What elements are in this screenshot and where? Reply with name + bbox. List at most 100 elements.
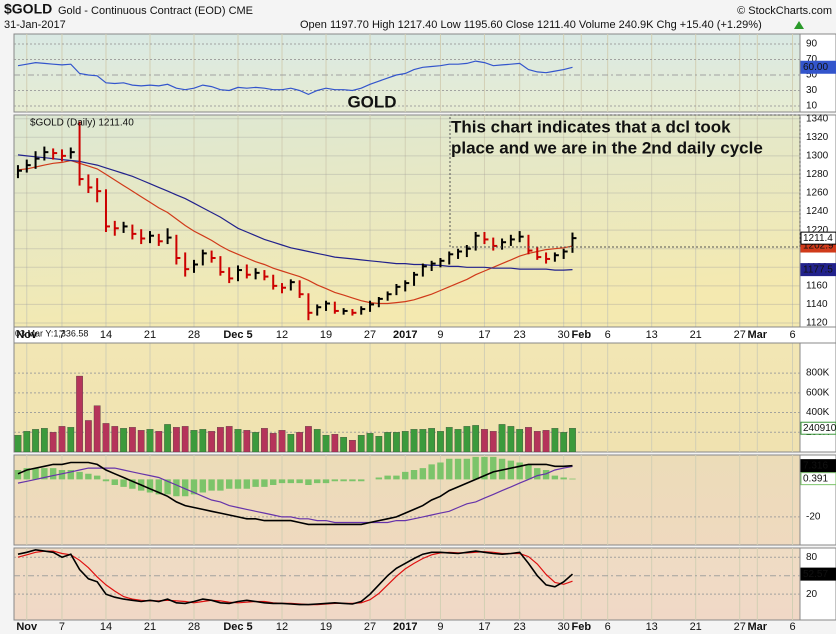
histogram-bar bbox=[349, 479, 356, 482]
y-tick-label: 1300 bbox=[806, 150, 829, 161]
annotation: place and we are in the 2nd daily cycle bbox=[451, 138, 763, 157]
volume-bar bbox=[437, 431, 444, 452]
x-tick-label: 21 bbox=[690, 621, 702, 633]
x-tick-label: 17 bbox=[478, 621, 490, 633]
volume-bar bbox=[32, 429, 39, 452]
x-tick-label: 9 bbox=[437, 621, 443, 633]
volume-bar bbox=[331, 434, 339, 452]
volume-bar bbox=[14, 435, 22, 452]
volume-bar bbox=[287, 434, 295, 452]
histogram-bar bbox=[243, 479, 251, 489]
histogram-bar bbox=[93, 475, 101, 480]
x-tick-label: 6 bbox=[789, 621, 795, 633]
plot-area bbox=[14, 34, 800, 112]
source: © StockCharts.com bbox=[737, 5, 832, 17]
volume-bar bbox=[208, 431, 215, 452]
value-tag bbox=[800, 567, 836, 581]
y-tick-label: 600K bbox=[806, 387, 830, 398]
value-tag bbox=[800, 421, 836, 435]
x-tick-label: 21 bbox=[144, 329, 156, 341]
x-tick-label: Nov bbox=[16, 621, 38, 633]
volume-bar bbox=[481, 429, 488, 452]
symbol: $GOLD bbox=[4, 1, 52, 17]
x-tick-label: 23 bbox=[514, 621, 526, 633]
volume-bar bbox=[111, 426, 119, 452]
instrument-name: Gold - Continuous Contract (EOD) CME bbox=[58, 5, 253, 17]
histogram-bar bbox=[340, 479, 347, 482]
up-arrow bbox=[794, 21, 804, 29]
histogram-bar bbox=[129, 479, 136, 489]
volume-bar bbox=[551, 428, 559, 452]
y-tick-label: 1160 bbox=[806, 281, 828, 292]
histogram-bar bbox=[428, 464, 435, 480]
histogram-bar bbox=[322, 479, 330, 484]
volume-bar bbox=[542, 430, 550, 452]
y-tick-label: 70 bbox=[806, 54, 818, 65]
volume-bar bbox=[472, 425, 480, 452]
y-tick-label: 1140 bbox=[806, 299, 828, 310]
series-line bbox=[17, 159, 573, 305]
histogram-bar bbox=[58, 470, 66, 480]
value-tag-label: 60.00 bbox=[803, 62, 828, 73]
histogram-bar bbox=[516, 462, 523, 480]
histogram-bar bbox=[569, 478, 576, 480]
histogram-bar bbox=[560, 477, 567, 480]
x-tick-label: 17 bbox=[478, 329, 490, 341]
y-tick-label: -20 bbox=[806, 512, 821, 523]
volume-bar bbox=[569, 428, 576, 452]
panel-background bbox=[13, 454, 801, 546]
x-tick-label: 30 bbox=[558, 621, 570, 633]
x-tick-label: 30 bbox=[558, 329, 570, 341]
histogram-bar bbox=[375, 477, 383, 480]
annotation: This chart indicates that a dcl took bbox=[451, 117, 731, 136]
histogram-bar bbox=[120, 479, 127, 487]
x-tick-label: Dec 5 bbox=[223, 621, 252, 633]
axis-background bbox=[799, 114, 836, 328]
value-tag-label: 240910 bbox=[803, 423, 836, 434]
y-tick-label: 400K bbox=[806, 407, 830, 418]
x-tick-label: 12 bbox=[276, 329, 288, 341]
x-tick-label: 2017 bbox=[393, 329, 417, 341]
volume-bar bbox=[410, 429, 418, 452]
cursor-readout: 03 Mar Y:1,336.58 bbox=[15, 328, 88, 338]
y-tick-label: 20 bbox=[806, 589, 818, 600]
value-tag bbox=[800, 60, 836, 74]
value-tag-label: 0.391 bbox=[803, 473, 828, 484]
y-tick-label: 1220 bbox=[806, 225, 829, 236]
volume-bar bbox=[322, 435, 330, 452]
y-tick-label: 1120 bbox=[806, 318, 828, 329]
x-tick-label: 21 bbox=[690, 329, 702, 341]
x-tick-label: 14 bbox=[100, 329, 112, 341]
x-tick-label: 28 bbox=[188, 329, 200, 341]
volume-bar bbox=[155, 431, 163, 452]
date: 31-Jan-2017 bbox=[4, 19, 66, 31]
histogram-bar bbox=[278, 479, 286, 484]
volume-bar bbox=[305, 426, 312, 452]
volume-bar bbox=[445, 427, 453, 452]
series-line bbox=[17, 154, 573, 271]
x-tick-label: Dec 5 bbox=[223, 329, 252, 341]
y-tick-label: 1260 bbox=[806, 188, 829, 199]
volume-bar bbox=[533, 431, 541, 452]
price-title: $GOLD (Daily) 1211.40 bbox=[30, 118, 134, 129]
axis-background bbox=[799, 547, 836, 621]
plot-area bbox=[14, 548, 800, 620]
plot-area bbox=[14, 115, 800, 327]
volume-bar bbox=[463, 426, 471, 452]
volume-bar bbox=[41, 428, 48, 452]
x-tick-label: 27 bbox=[734, 621, 746, 633]
histogram-bar bbox=[111, 479, 118, 485]
volume-bar bbox=[516, 429, 524, 452]
volume-bar bbox=[58, 426, 66, 452]
x-tick-label: 13 bbox=[646, 621, 658, 633]
y-tick-label: 50 bbox=[806, 70, 818, 81]
x-tick-label: Mar bbox=[748, 329, 768, 341]
histogram-bar bbox=[393, 475, 400, 480]
volume-bar bbox=[393, 432, 400, 452]
x-axis-strip bbox=[13, 326, 836, 344]
panel-background bbox=[13, 547, 801, 621]
value-tag bbox=[800, 231, 836, 245]
histogram-bar bbox=[507, 460, 515, 480]
histogram-bar bbox=[102, 479, 110, 482]
volume-bar bbox=[313, 429, 321, 452]
